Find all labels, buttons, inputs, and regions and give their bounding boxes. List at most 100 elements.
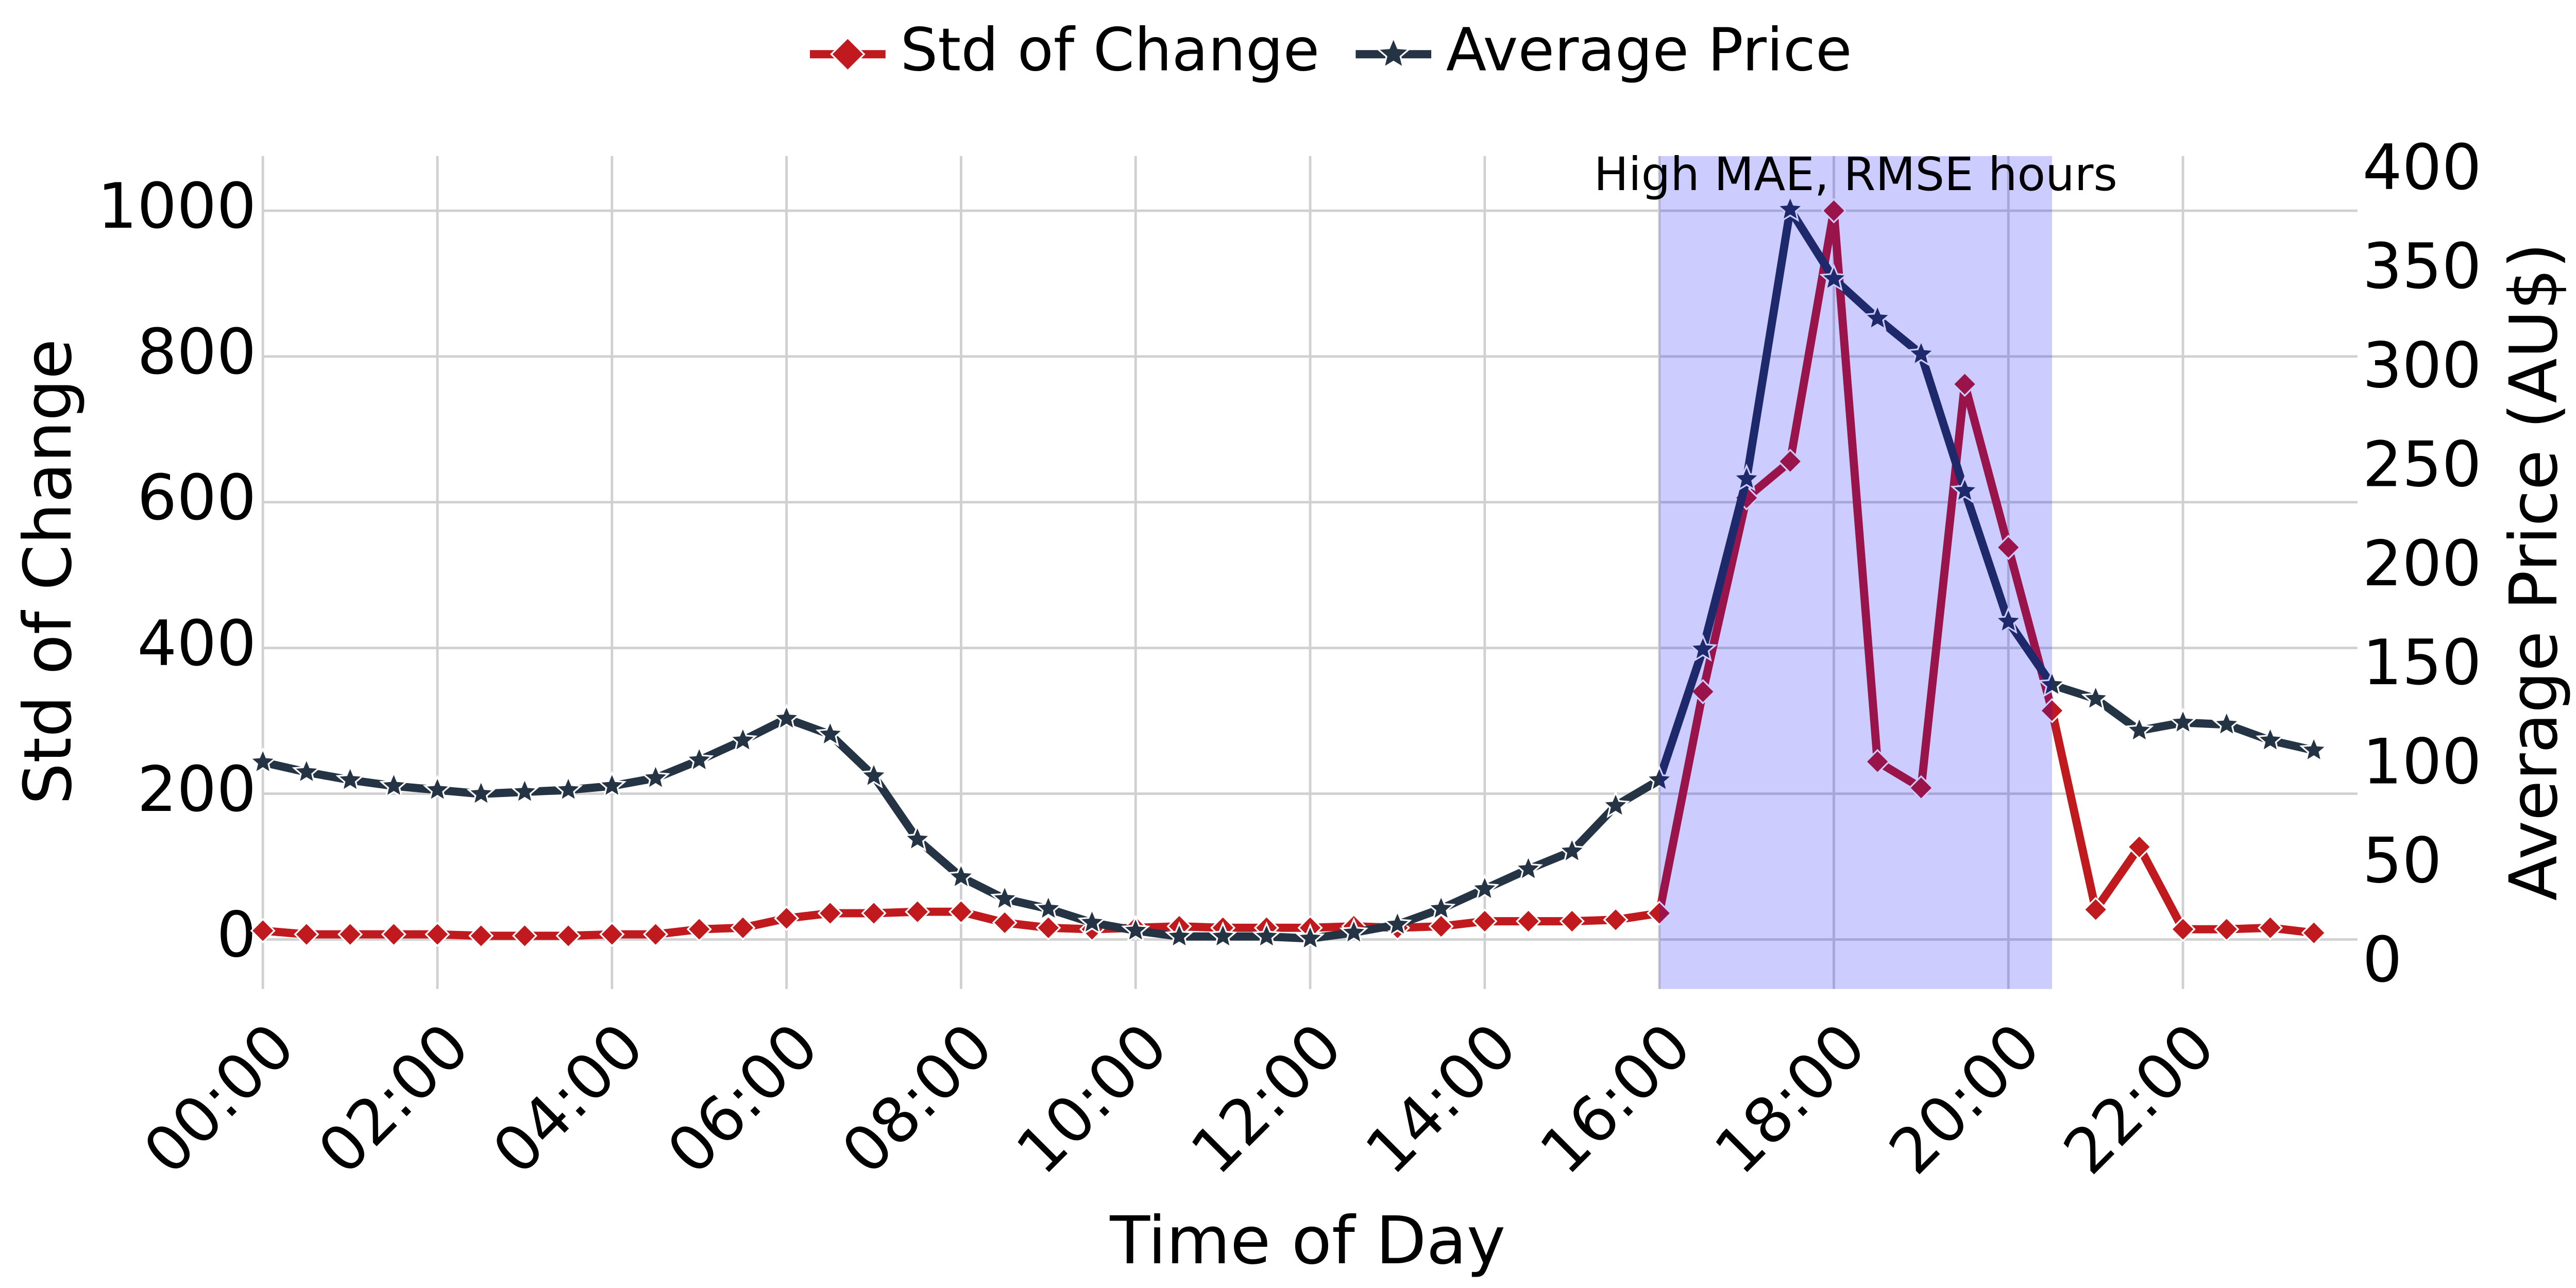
marker	[990, 884, 1020, 911]
y-tick-label: 0	[216, 899, 256, 972]
marker	[1514, 854, 1543, 882]
y2-tick-label: 150	[2362, 626, 2481, 699]
x-tick-label: 12:00	[1177, 1010, 1356, 1189]
marker	[1383, 909, 1412, 937]
marker	[2301, 920, 2327, 946]
y-tick-label: 400	[137, 607, 256, 680]
y2-tick-label: 250	[2362, 429, 2481, 501]
y2-tick-label: 400	[2362, 131, 2481, 204]
marker	[1994, 606, 2023, 634]
marker	[859, 760, 889, 789]
marker	[379, 770, 409, 799]
x-tick-label: 04:00	[479, 1010, 658, 1189]
marker	[337, 921, 363, 947]
marker	[2170, 917, 2196, 942]
marker	[1295, 923, 1325, 951]
marker	[948, 899, 974, 925]
marker	[425, 921, 450, 947]
x-tick-label: 18:00	[1701, 1010, 1879, 1189]
shaded-region	[1659, 156, 2052, 989]
x-tick-label: 00:00	[130, 1010, 309, 1189]
marker	[1515, 908, 1541, 934]
marker	[292, 757, 321, 785]
marker	[1603, 907, 1629, 933]
marker	[1164, 921, 1194, 949]
marker	[553, 774, 583, 803]
marker	[1906, 338, 1936, 367]
legend-marker	[830, 37, 866, 72]
y2-tick-label: 50	[2362, 825, 2442, 897]
marker	[2126, 834, 2152, 860]
marker	[686, 917, 712, 942]
marker	[335, 765, 365, 793]
marker	[466, 778, 496, 806]
marker	[1033, 893, 1063, 921]
marker	[2299, 735, 2329, 763]
marker	[946, 861, 976, 890]
marker	[1688, 634, 1718, 662]
marker	[772, 703, 801, 731]
marker	[905, 899, 930, 925]
marker	[1121, 915, 1150, 943]
marker	[1645, 765, 1674, 793]
x-tick-label: 10:00	[1003, 1010, 1181, 1189]
marker	[728, 725, 758, 753]
y2-axis-title: Average Price (AU$)	[2496, 243, 2572, 901]
marker	[1428, 913, 1454, 939]
marker	[861, 900, 887, 926]
marker	[1426, 893, 1456, 921]
annotation: High MAE, RMSE hours	[1594, 148, 2117, 201]
y-tick-label: 800	[137, 316, 256, 388]
legend: Std of Change Average Price	[810, 15, 1852, 84]
marker	[1036, 915, 1061, 941]
marker	[555, 923, 581, 948]
marker	[641, 762, 670, 791]
marker	[1559, 908, 1585, 934]
marker	[1908, 775, 1934, 801]
marker	[250, 918, 276, 944]
marker	[422, 774, 452, 803]
marker	[2083, 896, 2109, 923]
marker	[510, 776, 539, 805]
marker	[685, 744, 714, 773]
marker	[1470, 873, 1500, 902]
marker	[1690, 679, 1716, 705]
marker	[2039, 698, 2065, 723]
y-tick-label: 1000	[97, 170, 256, 243]
marker	[2257, 915, 2283, 941]
y-tick-label: 600	[137, 462, 256, 534]
marker	[2214, 917, 2240, 942]
marker	[1862, 303, 1892, 331]
marker	[1952, 371, 1978, 397]
marker	[248, 747, 278, 775]
marker	[512, 923, 537, 948]
marker	[1821, 198, 1847, 224]
marker	[599, 921, 625, 947]
legend-label[interactable]: Std of Change	[900, 15, 1319, 84]
y2-tick-label: 350	[2362, 230, 2481, 303]
marker	[2256, 725, 2285, 753]
marker	[774, 905, 800, 931]
legend-marker	[1376, 36, 1411, 70]
legend-label[interactable]: Average Price	[1446, 15, 1852, 84]
marker	[1647, 900, 1672, 926]
y2-tick-label: 200	[2362, 528, 2481, 600]
marker	[1208, 921, 1238, 949]
x-tick-label: 22:00	[2050, 1010, 2229, 1189]
marker	[2125, 715, 2154, 743]
marker	[1819, 263, 1849, 292]
marker	[1777, 449, 1803, 474]
marker	[730, 915, 756, 941]
marker	[2168, 707, 2198, 735]
marker	[1865, 749, 1890, 774]
marker	[1950, 476, 1979, 503]
marker	[1077, 907, 1107, 935]
marker	[642, 921, 669, 947]
marker	[816, 719, 845, 747]
x-tick-label: 14:00	[1352, 1010, 1531, 1189]
marker	[468, 923, 494, 948]
y2-tick-label: 300	[2362, 329, 2481, 402]
marker	[294, 921, 319, 947]
